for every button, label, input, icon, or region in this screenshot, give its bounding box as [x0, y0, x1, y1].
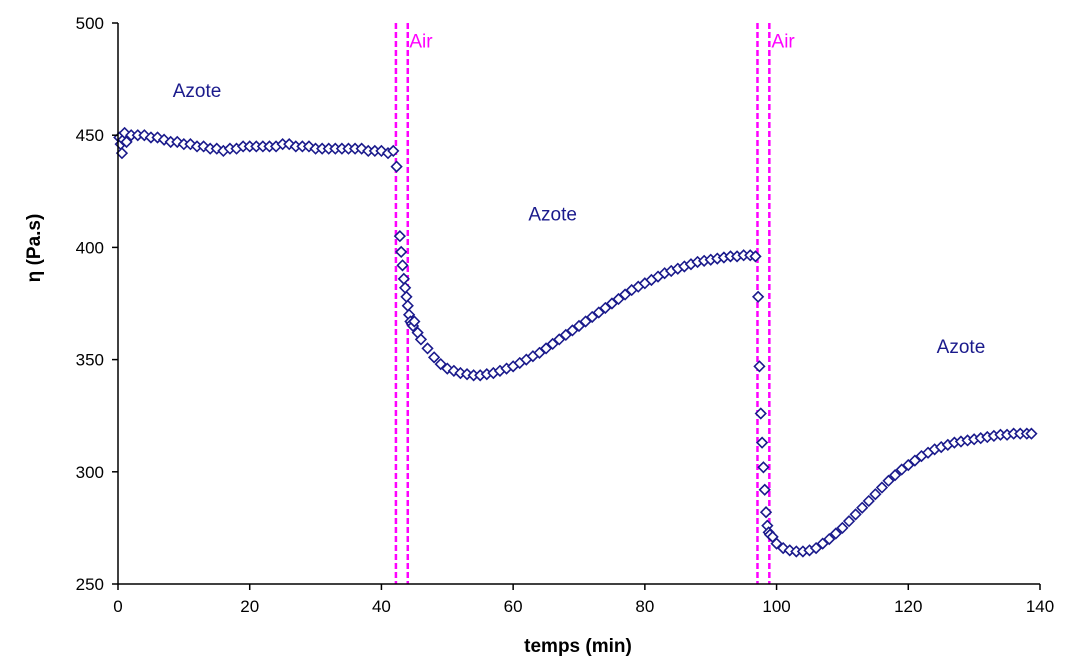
azote-label: Azote — [528, 204, 577, 225]
data-point — [869, 488, 882, 501]
data-point — [753, 360, 766, 373]
data-point — [875, 481, 889, 494]
y-axis-title: η (Pa.s) — [24, 214, 45, 283]
data-point — [427, 351, 441, 364]
air-label: Air — [772, 32, 796, 53]
data-point — [856, 501, 869, 514]
y-tick-label: 300 — [76, 463, 104, 482]
x-tick-label: 100 — [762, 597, 790, 616]
data-point — [823, 532, 836, 546]
y-tick-label: 250 — [76, 575, 104, 594]
x-tick-label: 20 — [240, 597, 259, 616]
data-point — [395, 245, 408, 259]
data-point — [758, 483, 771, 496]
data-point — [849, 508, 862, 521]
data-point — [1025, 427, 1038, 440]
y-tick-label: 500 — [76, 14, 104, 33]
data-point — [414, 333, 428, 346]
data-point — [408, 315, 421, 328]
azote-label: Azote — [937, 337, 986, 358]
data-point — [401, 299, 414, 312]
data-point — [757, 461, 770, 474]
data-series — [113, 126, 1038, 558]
air-label: Air — [409, 32, 433, 53]
data-point — [862, 494, 875, 508]
air-lines — [394, 23, 771, 584]
data-point — [754, 407, 767, 420]
data-point — [759, 506, 773, 519]
data-point — [829, 527, 842, 540]
data-point — [836, 521, 849, 535]
data-point — [387, 144, 400, 158]
annotations: Azote Air Azote Air Azote — [173, 32, 986, 358]
axes: 250 300 350 400 450 500 0 20 40 60 80 100 120 140 — [76, 14, 1055, 616]
data-point — [842, 515, 856, 528]
x-tick-label: 80 — [635, 597, 654, 616]
x-tick-label: 0 — [113, 597, 122, 616]
x-tick-label: 120 — [894, 597, 922, 616]
y-tick-label: 400 — [76, 238, 104, 257]
data-point — [755, 436, 769, 449]
data-point — [390, 160, 403, 173]
y-tick-label: 350 — [76, 351, 104, 370]
data-point — [888, 469, 902, 482]
data-point — [400, 290, 413, 303]
data-point — [120, 135, 133, 149]
data-point — [393, 230, 406, 243]
data-point — [882, 474, 895, 487]
data-point — [396, 259, 409, 272]
x-tick-label: 60 — [504, 597, 523, 616]
x-tick-label: 140 — [1026, 597, 1054, 616]
data-point — [752, 290, 765, 303]
x-tick-label: 40 — [372, 597, 391, 616]
x-axis-title: temps (min) — [524, 636, 632, 657]
azote-label: Azote — [173, 81, 222, 102]
y-tick-label: 450 — [76, 126, 104, 145]
data-point — [421, 342, 434, 355]
data-point — [749, 250, 762, 263]
